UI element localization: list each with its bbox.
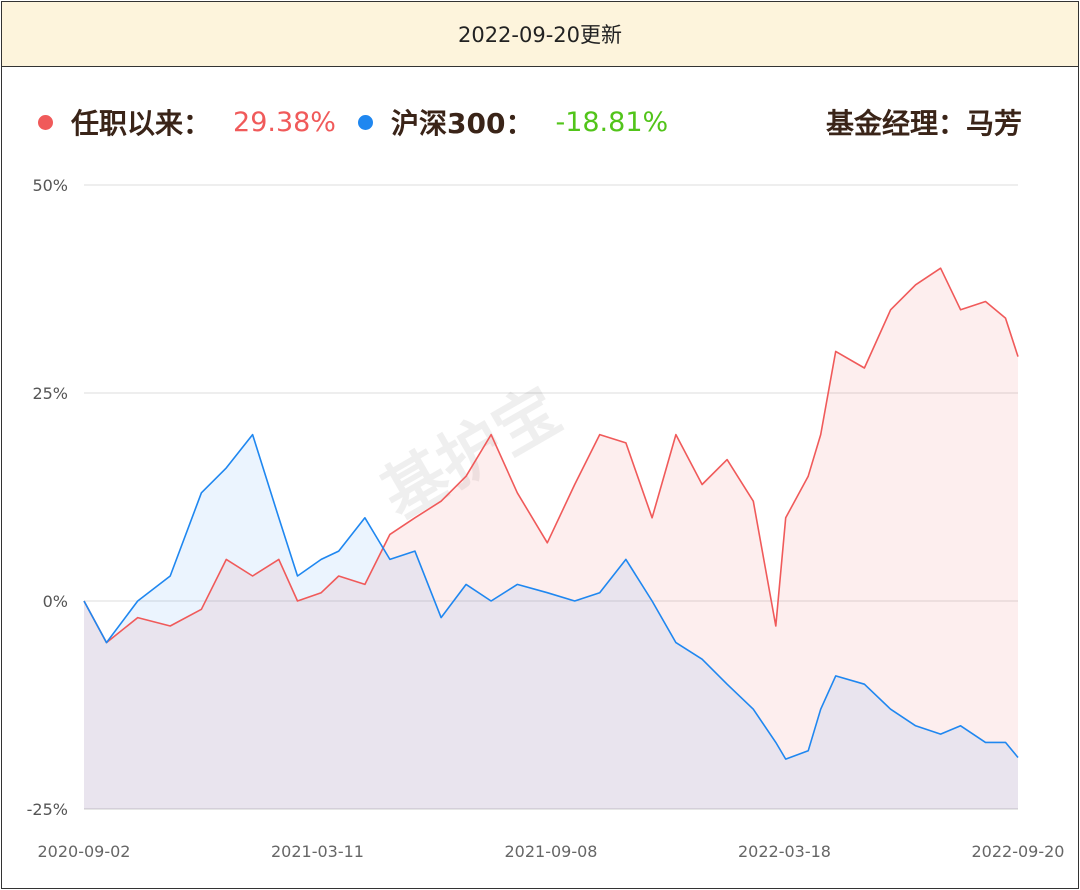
y-tick-label: -25%	[27, 800, 68, 819]
index-label: 沪深300：	[391, 107, 534, 140]
series-line-1	[83, 433, 1019, 760]
fund-dot-icon	[38, 114, 53, 130]
grid-lines	[84, 184, 1018, 810]
x-tick-label: 2022-03-18	[738, 842, 831, 861]
y-axis-labels: 50% 25% 0% -25%	[27, 176, 68, 819]
series-lines	[83, 267, 1019, 760]
legend-index: 沪深300： -18.81%	[358, 98, 668, 146]
y-tick-label: 0%	[43, 592, 68, 611]
x-tick-label: 2020-09-02	[38, 842, 131, 861]
index-dot-icon	[358, 114, 373, 130]
update-date: 2022-09-20更新	[457, 23, 623, 47]
x-axis-labels: 2020-09-02 2021-03-11 2021-09-08 2022-03-18…	[38, 842, 1065, 861]
y-tick-label: 50%	[32, 176, 68, 195]
series-area-1	[84, 434, 1018, 809]
y-tick-label: 25%	[32, 384, 68, 403]
x-tick-label: 2021-09-08	[505, 842, 598, 861]
x-tick-label: 2022-09-20	[972, 842, 1065, 861]
series-areas	[84, 268, 1018, 809]
series-area-0	[84, 268, 1018, 809]
fund-manager: 基金经理：马芳	[825, 107, 1022, 140]
index-return-value: -18.81%	[555, 106, 669, 138]
legend-fund: 任职以来： 29.38%	[38, 98, 336, 146]
update-header: 2022-09-20更新	[2, 2, 1078, 67]
fund-return-value: 29.38%	[233, 106, 336, 138]
series-line-0	[83, 267, 1019, 644]
fund-label: 任职以来：	[71, 107, 212, 140]
x-tick-label: 2021-03-11	[271, 842, 364, 861]
legend: 任职以来： 29.38% 沪深300： -18.81% 基金经理：马芳	[2, 98, 1078, 146]
